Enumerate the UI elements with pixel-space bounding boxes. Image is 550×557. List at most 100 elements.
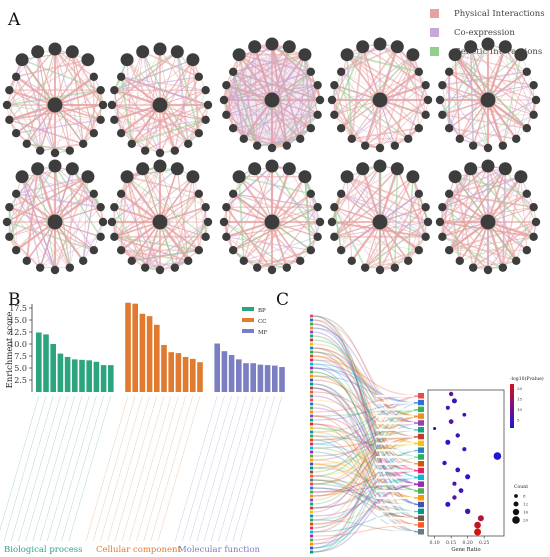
term-label [85,395,129,542]
edge [114,206,161,223]
gene-node [330,80,339,90]
pathway-label [376,469,414,472]
bar [125,302,131,392]
gene-node [444,124,454,133]
edge [176,51,200,134]
edge [379,206,426,223]
hub-gene-node [264,214,280,230]
term-label [182,395,225,542]
gene-node [222,110,231,120]
pathway-label [376,428,414,431]
gene-node [201,202,210,212]
gene-node [170,162,184,176]
gene-bar [310,410,313,414]
gene-node [203,100,213,110]
gene-node [498,162,512,176]
gene-bar [310,334,313,338]
sankey-flow [312,407,423,485]
sankey-flow [312,319,423,506]
sankey-flow [312,319,423,417]
edge [412,54,420,129]
sankey-flow [312,477,423,509]
edge [131,51,144,144]
gene-node [438,232,447,242]
gene-bar [310,314,313,318]
gene-node [455,256,464,266]
edge [40,119,101,151]
sankey-flow [312,409,423,477]
gene-node [315,217,325,227]
edge [232,71,245,139]
edge [441,46,472,86]
gene-node [11,72,21,81]
y-axis-label: Enrichment score [5,312,15,389]
pathway-bar [418,481,424,487]
edge [254,46,312,129]
gene-node [336,189,346,198]
term-label [211,395,254,542]
bar [236,359,242,392]
edge [111,104,161,154]
gene-bar [310,466,313,470]
edge [16,193,56,271]
edge [412,54,429,101]
dot-point [474,521,481,529]
hub-gene-node [480,92,496,108]
gene-node [107,217,117,227]
gene-bar [310,514,313,518]
gene-node [22,139,31,149]
edge [340,71,396,146]
gene-node [267,265,277,275]
edge [9,206,56,223]
edge [473,99,537,146]
pathway-label [376,462,414,465]
bar [243,363,249,392]
sankey-flow [312,436,423,533]
edge [346,176,420,251]
bar-group-cellular-component [85,302,203,542]
edge [111,221,161,271]
edge [364,176,414,269]
term-label [3,395,47,542]
edge [232,71,321,101]
gene-node [330,232,339,242]
gene-node [201,232,210,242]
gene-bar [310,482,313,486]
gene-node [438,80,447,90]
bar [57,353,64,392]
gene-node [438,110,447,120]
edge [340,193,381,223]
edge [449,236,534,251]
gene-node [522,246,532,255]
edge [331,168,364,223]
gene-bar [310,510,313,514]
bar [154,324,160,392]
edge [233,193,318,208]
edge [145,260,189,269]
term-label [54,395,97,542]
edge [504,168,537,223]
gene-bar [310,414,313,418]
dot-point [445,439,451,445]
sankey-flow [312,415,423,472]
gene-node [35,146,45,155]
edge [271,206,318,271]
pathway-label [376,524,414,527]
edge [9,206,95,251]
edge [142,51,189,145]
bar [161,344,167,392]
edge [442,193,528,238]
gene-node [414,246,424,255]
gene-node [282,162,296,176]
edge [286,236,319,269]
gene-node [265,37,279,51]
dot-point [455,467,461,473]
gene-node [89,72,99,81]
gene-node [107,100,117,110]
hub-gene-node [264,92,280,108]
gene-bar [310,322,313,326]
gene-bar [310,342,313,346]
pathway-label [376,394,414,397]
gene-node [414,124,424,133]
dot-point [433,426,437,431]
